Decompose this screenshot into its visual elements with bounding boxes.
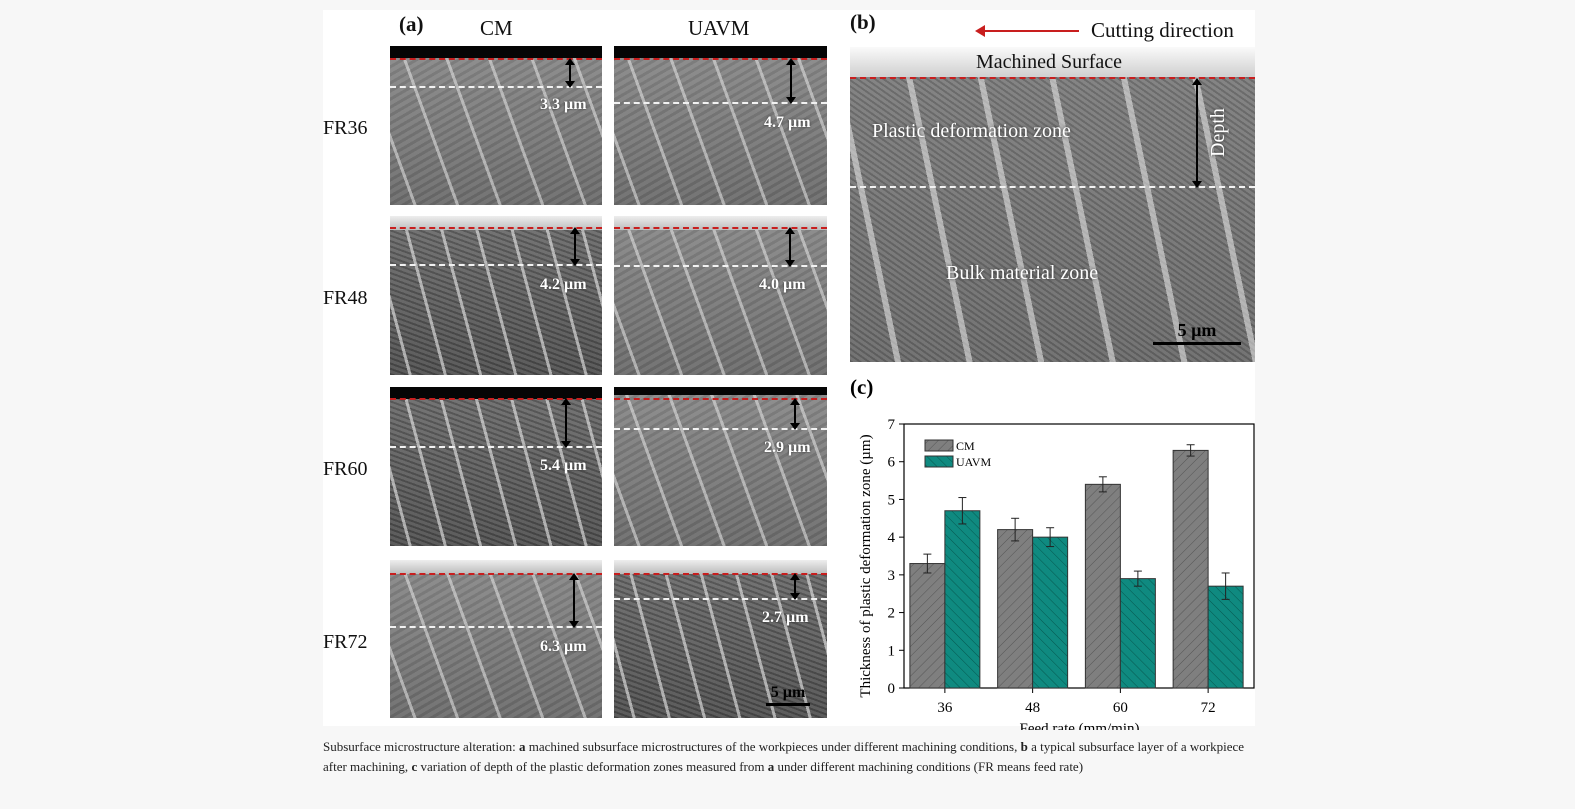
cutting-direction-label: Cutting direction (1091, 18, 1234, 42)
bar-chart: (c) 0 1 2 3 4 5 6 7 36 48 60 72 CM UAVM Feed rate (mm/m… (850, 375, 1255, 730)
depth-label: 2.7 µm (762, 609, 809, 626)
bar-cm (909, 563, 946, 689)
x-axis-label: Feed rate (mm/min) (1020, 721, 1140, 730)
figure: (a) CM UAVM FR36 FR48 FR60 FR72 3.3 µm 4… (323, 10, 1255, 730)
depth-label: 3.3 µm (540, 96, 587, 113)
legend-label: UAVM (956, 455, 991, 469)
caption-text: Subsurface microstructure alteration: (323, 739, 520, 754)
legend-swatch-cm (924, 439, 954, 452)
y-tick-label: 6 (888, 455, 896, 471)
bar-uavm (944, 510, 981, 689)
bar-uavm (1119, 578, 1156, 689)
depth-label: 4.7 µm (764, 114, 811, 131)
row-label-fr36: FR36 (323, 117, 368, 139)
sem-image-cm-fr60: 5.4 µm (390, 387, 602, 546)
depth-label: 2.9 µm (764, 439, 811, 456)
y-tick-label: 3 (888, 568, 896, 584)
y-tick-label: 1 (888, 643, 896, 659)
bar-uavm (1032, 536, 1069, 689)
sem-image-uavm-fr36: 4.7 µm (614, 46, 827, 205)
caption-text: variation of depth of the plastic deform… (417, 759, 768, 774)
panel-b-label: (b) (850, 10, 876, 34)
x-tick-label: 36 (937, 700, 953, 716)
y-tick-label: 7 (888, 417, 896, 433)
sem-image-cm-fr48: 4.2 µm (390, 216, 602, 375)
x-tick-label: 60 (1113, 700, 1128, 716)
y-tick-label: 2 (888, 606, 896, 622)
bar-cm (1084, 483, 1121, 689)
bulk-zone-label: Bulk material zone (946, 262, 1099, 284)
x-tick-label: 48 (1025, 700, 1040, 716)
caption-ref: a (767, 759, 775, 774)
caption-ref: a (519, 739, 526, 754)
row-label-fr60: FR60 (323, 458, 368, 480)
sem-image-typical-subsurface: Machined Surface Depth Plastic deformati… (850, 47, 1255, 362)
caption-ref: c (411, 759, 418, 774)
bar-uavm (1207, 585, 1244, 689)
depth-label: 5.4 µm (540, 457, 587, 474)
panel-a-label: (a) (399, 12, 424, 36)
depth-label: 6.3 µm (540, 638, 587, 655)
y-tick-label: 4 (888, 530, 896, 546)
legend-swatch-uavm (924, 455, 954, 468)
depth-label: 4.2 µm (540, 276, 587, 293)
machined-surface-label: Machined Surface (976, 51, 1123, 73)
sem-image-uavm-fr72: 2.7 µm 5 µm (614, 560, 827, 718)
bar-cm (1172, 449, 1209, 689)
column-header-cm: CM (480, 16, 513, 40)
plastic-zone-label: Plastic deformation zone (872, 120, 1071, 142)
y-axis-label: Thickness of plastic deformation zone (µ… (858, 434, 874, 697)
column-header-uavm: UAVM (688, 16, 750, 40)
depth-label: 4.0 µm (759, 276, 806, 293)
caption-text: machined subsurface microstructures of t… (525, 739, 1021, 754)
sem-image-cm-fr72: 6.3 µm (390, 560, 602, 718)
row-label-fr72: FR72 (323, 631, 368, 653)
plot-frame (903, 423, 1255, 689)
sem-image-cm-fr36: 3.3 µm (390, 46, 602, 205)
sem-image-uavm-fr60: 2.9 µm (614, 387, 827, 546)
depth-label: Depth (1207, 108, 1229, 157)
panel-c-label: (c) (850, 375, 873, 399)
scale-bar: 5 µm (766, 684, 810, 706)
y-tick-label: 0 (888, 681, 896, 697)
x-tick-label: 72 (1201, 700, 1216, 716)
scale-bar-label: 5 µm (770, 684, 806, 701)
cutting-direction-arrow (975, 25, 1079, 37)
caption-ref: b (1020, 739, 1028, 754)
row-label-fr48: FR48 (323, 287, 368, 309)
scale-bar: 5 µm (1153, 320, 1241, 345)
bar-cm (997, 529, 1034, 689)
y-tick-label: 5 (888, 492, 896, 508)
caption-text: a typical subsurface layer of a workpiec… (323, 739, 1245, 774)
scale-bar-label: 5 µm (1177, 320, 1217, 340)
legend-label: CM (956, 439, 975, 453)
caption-text: under different machining conditions (FR… (774, 759, 1084, 774)
figure-caption: Subsurface microstructure alteration: a … (323, 737, 1258, 777)
sem-image-uavm-fr48: 4.0 µm (614, 216, 827, 375)
